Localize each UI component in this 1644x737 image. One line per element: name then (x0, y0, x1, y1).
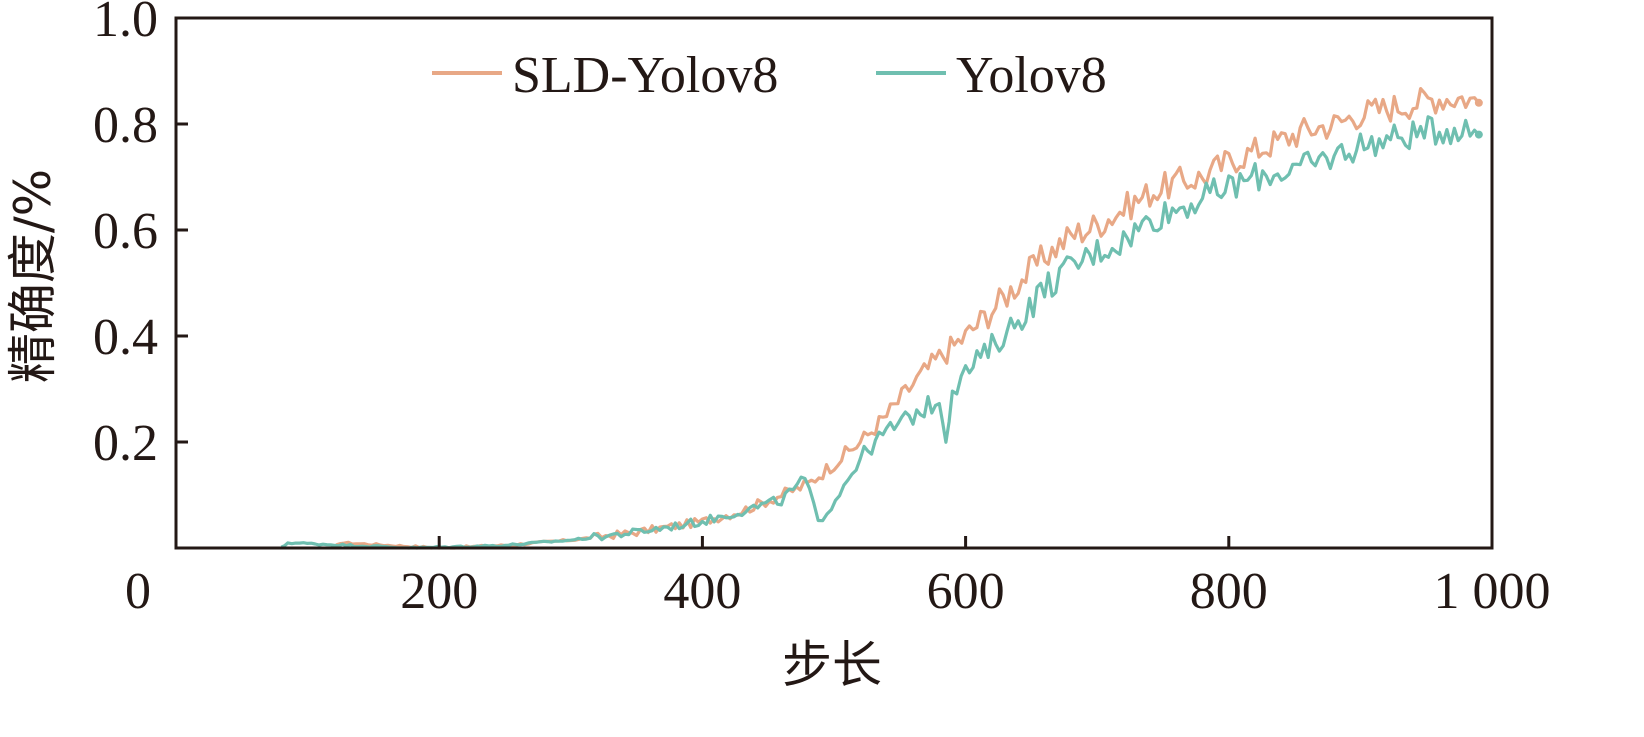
y-tick-label: 0.8 (93, 97, 158, 154)
x-tick-label: 200 (400, 563, 478, 620)
y-tick-label: 0.6 (93, 203, 158, 260)
series-layer (280, 87, 1483, 550)
series-end-point (1474, 130, 1483, 139)
y-tick-label: 0.2 (93, 415, 158, 472)
plot-frame (174, 16, 1494, 550)
legend-item: SLD-Yolov8 (432, 47, 778, 104)
series-line-sld-yolov8 (332, 87, 1481, 550)
x-tick-label: 400 (663, 563, 741, 620)
series-line-yolov8 (280, 115, 1480, 550)
y-tick-label: 1.0 (93, 0, 158, 48)
x-tick-label: 1 000 (1434, 563, 1551, 620)
x-axis-title: 步长 (782, 636, 882, 694)
legend-item: Yolov8 (876, 47, 1107, 104)
series-end-point (1474, 98, 1483, 107)
legend-label: SLD-Yolov8 (512, 47, 778, 104)
x-tick-label: 800 (1190, 563, 1268, 620)
y-axis-title: 精确度/% (4, 169, 62, 383)
x-tick-label: 0 (125, 563, 151, 620)
y-tick-label: 0.4 (93, 309, 158, 366)
legend-label: Yolov8 (956, 47, 1107, 104)
ticks-layer: 0 200 400 600 800 1 000 0.2 0.4 0.6 0.8 1.0 (93, 0, 1551, 620)
legend: SLD-Yolov8 Yolov8 (432, 47, 1107, 104)
x-tick-label: 600 (927, 563, 1005, 620)
